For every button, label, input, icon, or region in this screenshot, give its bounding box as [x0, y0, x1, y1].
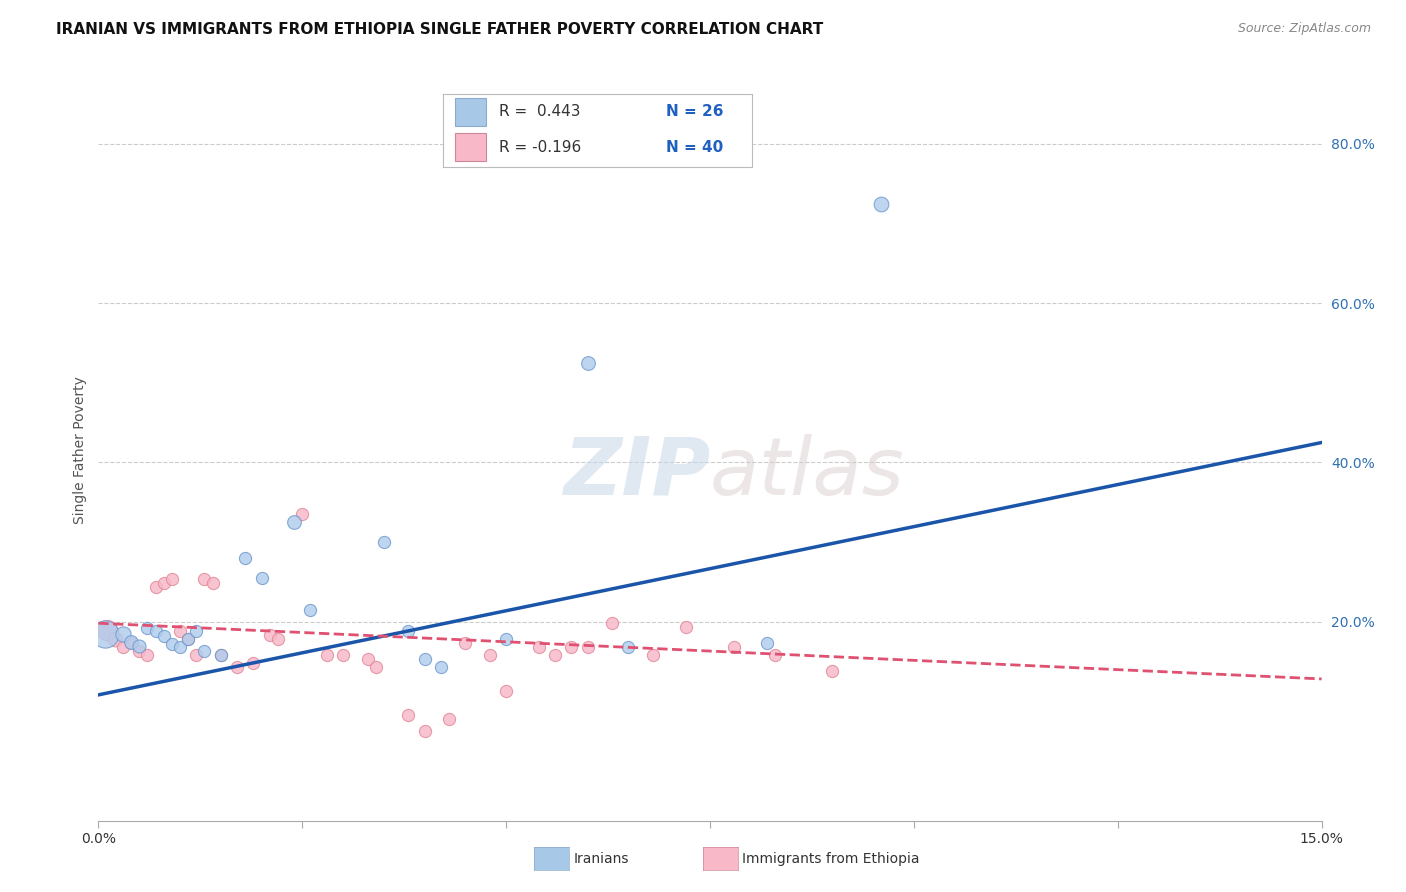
Point [226, 660, 249, 674]
Point [177, 632, 200, 647]
Point [723, 640, 745, 654]
Point [160, 573, 183, 587]
Point [201, 576, 224, 591]
Point [209, 648, 232, 662]
Point [870, 196, 893, 211]
Point [576, 640, 599, 654]
Point [169, 640, 191, 654]
Point [136, 621, 159, 635]
Point [177, 632, 200, 647]
Point [104, 632, 127, 647]
Point [332, 648, 354, 662]
Point [120, 636, 142, 650]
Point [233, 550, 256, 565]
Point [396, 624, 419, 639]
Point [152, 576, 174, 591]
Point [145, 624, 167, 639]
Point [209, 648, 232, 662]
Point [821, 664, 844, 678]
Point [267, 632, 290, 647]
Point [136, 648, 159, 662]
Point [186, 624, 208, 639]
Text: ZIP: ZIP [562, 434, 710, 512]
Point [527, 640, 550, 654]
Text: IRANIAN VS IMMIGRANTS FROM ETHIOPIA SINGLE FATHER POVERTY CORRELATION CHART: IRANIAN VS IMMIGRANTS FROM ETHIOPIA SING… [56, 22, 824, 37]
Text: Source: ZipAtlas.com: Source: ZipAtlas.com [1237, 22, 1371, 36]
Point [756, 636, 779, 650]
Point [413, 723, 436, 738]
Point [186, 648, 208, 662]
Point [437, 712, 460, 726]
Point [617, 640, 640, 654]
Point [373, 535, 395, 549]
Point [641, 648, 664, 662]
Point [299, 602, 322, 616]
Point [763, 648, 786, 662]
Point [120, 634, 142, 648]
Text: Immigrants from Ethiopia: Immigrants from Ethiopia [742, 852, 920, 866]
Point [560, 640, 582, 654]
Point [193, 644, 215, 658]
Point [291, 507, 314, 521]
Point [495, 684, 517, 698]
Point [145, 581, 167, 595]
Point [250, 571, 273, 585]
Point [675, 620, 697, 634]
Text: R = -0.196: R = -0.196 [499, 139, 581, 154]
Bar [456, 98, 486, 126]
Point [413, 652, 436, 666]
Point [111, 626, 134, 640]
Point [544, 648, 567, 662]
Y-axis label: Single Father Poverty: Single Father Poverty [73, 376, 87, 524]
Point [356, 652, 378, 666]
Point [576, 356, 599, 370]
Point [193, 573, 215, 587]
Text: R =  0.443: R = 0.443 [499, 104, 581, 120]
Point [478, 648, 501, 662]
Point [96, 623, 118, 637]
Point [600, 616, 623, 631]
Point [430, 660, 453, 674]
Text: N = 40: N = 40 [665, 139, 723, 154]
Text: Iranians: Iranians [574, 852, 628, 866]
Point [169, 624, 191, 639]
Point [396, 707, 419, 722]
Point [111, 640, 134, 654]
Point [283, 515, 305, 529]
Point [160, 637, 183, 651]
Text: atlas: atlas [710, 434, 905, 512]
Point [94, 626, 117, 640]
Point [152, 629, 174, 643]
Point [128, 644, 150, 658]
Bar [456, 133, 486, 161]
Point [495, 632, 517, 647]
Point [364, 660, 387, 674]
Point [454, 636, 477, 650]
Text: N = 26: N = 26 [665, 104, 723, 120]
Point [128, 639, 150, 653]
Point [315, 648, 337, 662]
Point [242, 656, 264, 670]
Point [259, 628, 281, 642]
